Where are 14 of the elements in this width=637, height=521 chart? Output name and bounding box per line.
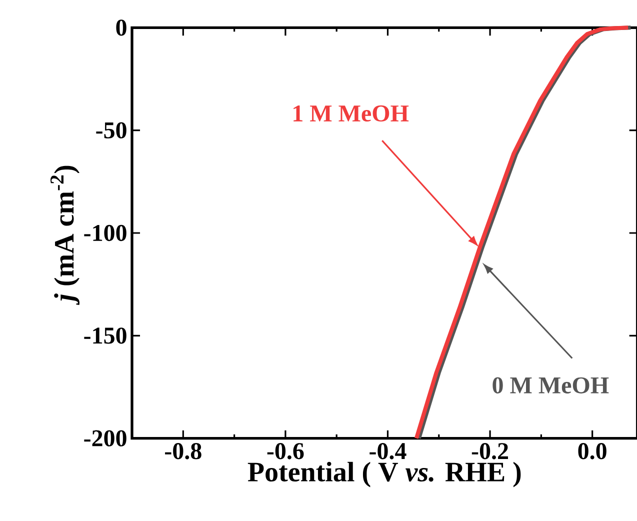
- x-tick-label: -0.8: [165, 443, 202, 460]
- x-tick-label: -0.2: [472, 443, 508, 460]
- y-tick-label: -100: [84, 224, 126, 242]
- y-tick-label: 0: [116, 20, 126, 36]
- annotation: 1 M MeOH: [294, 105, 409, 122]
- x-tick-label: -0.6: [267, 443, 304, 460]
- y-tick-label: -50: [96, 122, 126, 138]
- y-axis-title: j (mA cm$^{-2}$): [50, 166, 80, 306]
- y-tick-label: -150: [84, 328, 126, 344]
- x-tick-label: -0.4: [370, 443, 406, 460]
- annotation: 0 M MeOH: [492, 377, 609, 394]
- x-axis-title: Potential ( V vs. RHE ): [248, 462, 521, 488]
- y-tick-label: -200: [84, 430, 126, 446]
- x-tick-label: 0.0: [578, 443, 606, 460]
